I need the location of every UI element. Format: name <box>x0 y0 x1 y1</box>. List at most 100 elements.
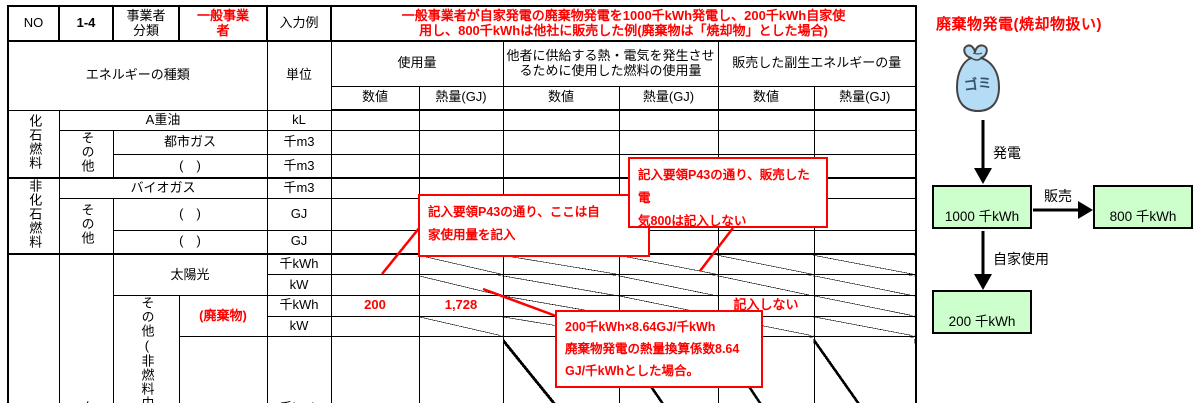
data-entry-cell[interactable] <box>813 198 917 231</box>
hatched-cell <box>418 253 504 276</box>
hatched-cell <box>618 253 719 276</box>
data-entry-cell[interactable]: 1,728 <box>418 294 504 317</box>
heat-subheader: 熱量(GJ) <box>418 85 504 111</box>
data-entry-cell[interactable] <box>330 253 420 276</box>
no-value: 1-4 <box>58 5 114 42</box>
hatched-cell <box>717 274 815 296</box>
subgroup-label-other: その他 <box>58 198 114 255</box>
example-description: 一般事業者が自家発電の廃棄物発電を1000千kWh発電し、200千kWh自家使 … <box>330 5 917 42</box>
unit-cell: 千m3 <box>266 130 332 155</box>
data-entry-cell[interactable] <box>813 109 917 132</box>
hatched-cell <box>813 294 917 317</box>
data-entry-cell[interactable] <box>502 130 620 155</box>
column-group-header-row: エネルギーの種類 単位 使用量 他者に供給する熱・電気を発生させるために使用した… <box>7 40 917 111</box>
business-class-label: 事業者 分類 <box>112 5 180 42</box>
sold-power-value: 800 千kWh <box>1109 209 1177 224</box>
self-used-power-box: 200 千kWh <box>932 290 1032 334</box>
supplied-fuel-group-header: 他者に供給する熱・電気を発生させるために使用した燃料の使用量 <box>502 40 719 87</box>
group-label-non-fossil: 非化石燃料 <box>7 177 60 255</box>
data-entry-cell[interactable] <box>618 109 719 132</box>
generated-power-box: 1000 千kWh <box>932 185 1032 229</box>
input-example-label: 入力例 <box>266 5 332 42</box>
unit-cell: kW <box>266 274 332 296</box>
data-entry-cell[interactable] <box>813 130 917 155</box>
data-entry-cell[interactable] <box>618 130 719 155</box>
table-row: kW <box>8 274 917 296</box>
value-subheader: 数値 <box>330 85 420 111</box>
usage-group-header: 使用量 <box>330 40 504 87</box>
data-entry-cell[interactable] <box>717 130 815 155</box>
data-entry-cell[interactable] <box>330 315 420 338</box>
data-entry-cell[interactable] <box>418 153 504 179</box>
row-label: ( ) <box>112 198 268 231</box>
annotation-sold: 記入要領P43の通り、販売した電 気800は記入しない <box>628 157 828 228</box>
row-label: ( ) <box>112 229 268 255</box>
data-entry-cell[interactable] <box>330 336 420 403</box>
subgroup-label-self-generation: 自家発電 <box>58 253 114 403</box>
data-entry-cell[interactable] <box>502 109 620 132</box>
data-entry-cell[interactable] <box>813 153 917 179</box>
data-entry-cell[interactable] <box>813 229 917 255</box>
row-label: バイオガス <box>58 177 268 200</box>
table-row: 化石燃料 A重油 kL <box>7 109 917 179</box>
subgroup-label-other: その他 <box>58 130 114 179</box>
table-row: 電気 自家発電 太陽光 千kWh <box>7 253 917 403</box>
data-entry-cell[interactable] <box>330 153 420 179</box>
sold-power-box: 800 千kWh <box>1093 185 1193 229</box>
business-class-value: 一般事業 者 <box>178 5 268 42</box>
value-subheader: 数値 <box>502 85 620 111</box>
unit-cell: 千kWh <box>266 294 332 317</box>
data-entry-cell[interactable] <box>330 198 420 231</box>
data-entry-cell[interactable] <box>418 130 504 155</box>
generate-label: 発電 <box>993 145 1021 161</box>
hatched-cell <box>813 274 917 296</box>
data-entry-cell[interactable] <box>502 153 620 179</box>
self-use-arrow <box>974 231 992 290</box>
row-label: ( ) <box>178 336 268 403</box>
data-entry-cell[interactable] <box>330 229 420 255</box>
generated-power-value: 1000 千kWh <box>944 209 1020 224</box>
data-entry-cell[interactable] <box>717 109 815 132</box>
sell-label: 販売 <box>1044 188 1072 204</box>
unit-cell: kW <box>266 315 332 338</box>
hatched-cell <box>717 253 815 276</box>
hatched-cell <box>813 253 917 276</box>
unit-cell: 千kWh <box>266 253 332 276</box>
data-entry-cell[interactable] <box>330 177 420 200</box>
bag-text: ゴミ <box>963 74 993 93</box>
data-entry-cell[interactable] <box>330 274 420 296</box>
data-entry-cell[interactable] <box>330 130 420 155</box>
generate-arrow <box>974 120 992 184</box>
heat-subheader: 熱量(GJ) <box>618 85 719 111</box>
subgroup-label-other-non-fuel: その他(非燃料由来の非化石) <box>112 294 180 403</box>
row-label-solar: 太陽光 <box>112 253 268 296</box>
hatched-cell <box>502 253 620 276</box>
garbage-bag-icon: ゴミ <box>956 44 1000 112</box>
unit-cell: 千m3 <box>266 153 332 179</box>
annotation-self-use: 記入要領P43の通り、ここは自 家使用量を記入 <box>418 194 650 257</box>
data-entry-cell[interactable] <box>717 229 815 255</box>
data-entry-cell[interactable] <box>418 336 504 403</box>
diagram-title: 廃棄物発電(焼却物扱い) <box>936 16 1102 33</box>
sub-header-row: 数値 熱量(GJ) 数値 熱量(GJ) 数値 熱量(GJ) <box>8 85 917 111</box>
hatched-cell <box>813 315 917 338</box>
unit-cell: 千kWh <box>266 336 332 403</box>
sold-energy-group-header: 販売した副生エネルギーの量 <box>717 40 917 87</box>
data-entry-cell[interactable] <box>330 109 420 132</box>
data-entry-cell[interactable]: 200 <box>330 294 420 317</box>
self-use-label: 自家使用 <box>993 251 1049 267</box>
table-row: その他(非燃料由来の非化石) (廃棄物) 千kWh 200 1,728 記入しない <box>8 294 917 403</box>
no-label: NO <box>7 5 60 42</box>
self-used-power-value: 200 千kWh <box>948 314 1016 329</box>
unit-cell: GJ <box>266 229 332 255</box>
row-label: 都市ガス <box>112 130 268 155</box>
data-entry-cell[interactable] <box>813 177 917 200</box>
data-entry-cell[interactable] <box>418 109 504 132</box>
energy-type-header: エネルギーの種類 <box>7 40 268 111</box>
row-label: ( ) <box>112 153 268 179</box>
unit-header: 単位 <box>266 40 332 111</box>
annotation-conversion-factor: 200千kWh×8.64GJ/千kWh 廃棄物発電の熱量換算係数8.64 GJ/… <box>555 310 763 388</box>
unit-cell: GJ <box>266 198 332 231</box>
hatched-cell <box>813 336 917 403</box>
